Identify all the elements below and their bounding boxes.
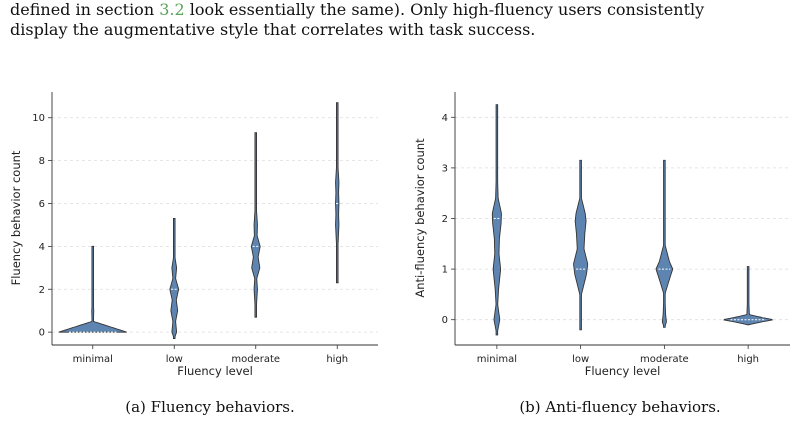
violin-high xyxy=(335,102,340,284)
y-tick-label: 8 xyxy=(39,156,45,167)
y-tick-label: 10 xyxy=(32,113,45,124)
x-tick-label-high: high xyxy=(326,354,348,365)
section-reference-link[interactable]: 3.2 xyxy=(159,0,185,19)
intro-text: defined in section 3.2 look essentially … xyxy=(10,0,800,40)
x-tick-label-minimal: minimal xyxy=(477,354,517,365)
violin-low xyxy=(573,159,589,331)
y-tick-label: 2 xyxy=(442,214,448,225)
violin-minimal xyxy=(491,104,502,336)
x-axis-label: Fluency level xyxy=(585,364,661,378)
y-tick-label: 2 xyxy=(39,285,45,296)
intro-line-2: display the augmentative style that corr… xyxy=(10,20,536,39)
x-tick-label-moderate: moderate xyxy=(231,354,280,365)
intro-text-before-ref: defined in section xyxy=(10,0,155,19)
chart-fluency-behaviors: 0 2 4 6 8 10 minimal low moderate high Fluency lev… xyxy=(9,92,378,378)
intro-line-1: defined in section 3.2 look essentially … xyxy=(10,0,800,20)
y-axis-label: Anti-fluency behavior count xyxy=(413,138,427,298)
violin-moderate xyxy=(250,132,261,318)
x-tick-label-moderate: moderate xyxy=(640,354,689,365)
y-tick-label: 4 xyxy=(442,113,448,124)
x-tick-label-minimal: minimal xyxy=(73,354,113,365)
y-tick-label: 4 xyxy=(39,242,45,253)
chart-anti-fluency-behaviors: 0 1 2 3 4 minimal low moderate high Fluency level… xyxy=(413,92,790,378)
x-tick-label-high: high xyxy=(737,354,759,365)
y-tick-label: 1 xyxy=(442,265,448,276)
violin-low xyxy=(169,218,180,340)
violin-high xyxy=(723,266,773,326)
y-tick-label: 3 xyxy=(442,163,448,174)
intro-text-after-ref: look essentially the same). Only high-fl… xyxy=(189,0,705,19)
violin-minimal xyxy=(58,245,127,333)
y-axis-label: Fluency behavior count xyxy=(9,150,23,285)
y-tick-label: 0 xyxy=(442,315,448,326)
x-axis-label: Fluency level xyxy=(177,364,253,378)
violin-moderate xyxy=(655,159,674,328)
y-tick-label: 6 xyxy=(39,199,45,210)
caption-a: (a) Fluency behaviors. xyxy=(125,398,295,416)
caption-b: (b) Anti-fluency behaviors. xyxy=(519,398,721,416)
x-tick-label-low: low xyxy=(166,354,183,365)
y-tick-label: 0 xyxy=(39,328,45,339)
x-tick-label-low: low xyxy=(572,354,589,365)
